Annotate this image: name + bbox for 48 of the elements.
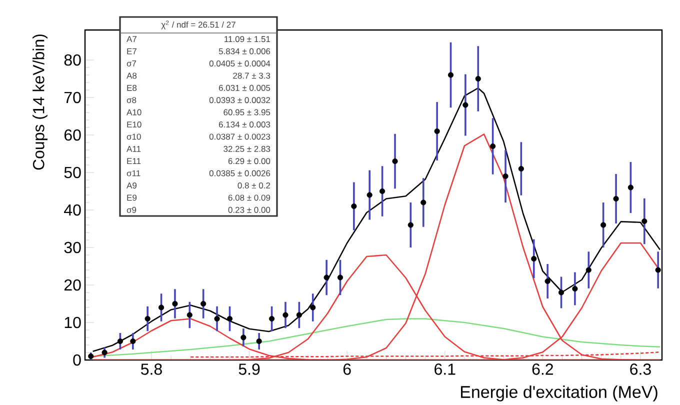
x-tick-label: 6.3 xyxy=(630,364,651,375)
text: χ$^{2}$ / ndf = 26.51 / 27 xyxy=(161,20,236,30)
x-tick-label: 5.9 xyxy=(238,364,260,375)
annotation: A11 xyxy=(126,146,141,152)
x-tick-label: 6 xyxy=(343,364,351,375)
x-axis-title: Energie d'excitation (MeV) xyxy=(461,386,658,402)
annotation: σ9 xyxy=(126,207,136,214)
annotation: A10 xyxy=(126,109,142,116)
annotation: E7 xyxy=(127,48,137,54)
y-tick-label: 80 xyxy=(64,54,81,66)
annotation: σ7 xyxy=(126,60,136,67)
x-tick-label: 6.2 xyxy=(532,364,553,375)
annotation: 0.0385 ± 0.0026 xyxy=(209,170,270,176)
y-tick-label: 20 xyxy=(64,279,81,291)
y-tick-label: 0 xyxy=(73,354,81,366)
annotation: E10 xyxy=(127,122,142,128)
x-tick-label: 5.8 xyxy=(141,364,162,375)
annotation: E9 xyxy=(127,194,137,201)
annotation: 5.834 ± 0.006 xyxy=(218,48,270,54)
y-tick-label: 60 xyxy=(64,129,81,141)
annotation: 0.0405 ± 0.0004 xyxy=(209,60,270,67)
annotation: 0.23 ± 0.00 xyxy=(228,207,270,214)
annotation: 32.25 ± 2.83 xyxy=(224,146,270,152)
annotation: σ8 xyxy=(126,97,136,104)
annotation: 60.95 ± 3.95 xyxy=(224,109,270,116)
annotation: A8 xyxy=(126,72,137,79)
annotation: 0.0393 ± 0.0032 xyxy=(209,97,270,104)
annotation: E11 xyxy=(127,158,141,164)
y-tick-label: 10 xyxy=(64,316,81,328)
annotation: σ11 xyxy=(126,170,140,176)
annotation: 6.031 ± 0.005 xyxy=(218,85,270,92)
annotation: 0.8 ± 0.2 xyxy=(238,182,270,189)
annotation: A7 xyxy=(126,36,137,42)
y-axis-title: Coups (14 keV/bin) xyxy=(32,34,48,170)
annotation: 28.7 ± 3.3 xyxy=(233,72,270,79)
x-tick-label: 6.1 xyxy=(434,364,456,375)
annotation: 0.0387 ± 0.0023 xyxy=(209,134,270,140)
y-tick-label: 30 xyxy=(64,242,81,254)
annotation: σ10 xyxy=(126,134,141,140)
annotation: A9 xyxy=(126,182,137,189)
annotation: 6.134 ± 0.003 xyxy=(218,122,270,128)
annotation: 6.08 ± 0.09 xyxy=(228,194,270,201)
y-tick-label: 50 xyxy=(64,166,81,178)
annotation: 11.09 ± 1.51 xyxy=(224,36,270,42)
y-tick-label: 40 xyxy=(64,204,81,216)
annotation: E8 xyxy=(127,85,137,92)
annotation: 6.29 ± 0.00 xyxy=(228,158,270,164)
y-tick-label: 70 xyxy=(64,92,81,104)
